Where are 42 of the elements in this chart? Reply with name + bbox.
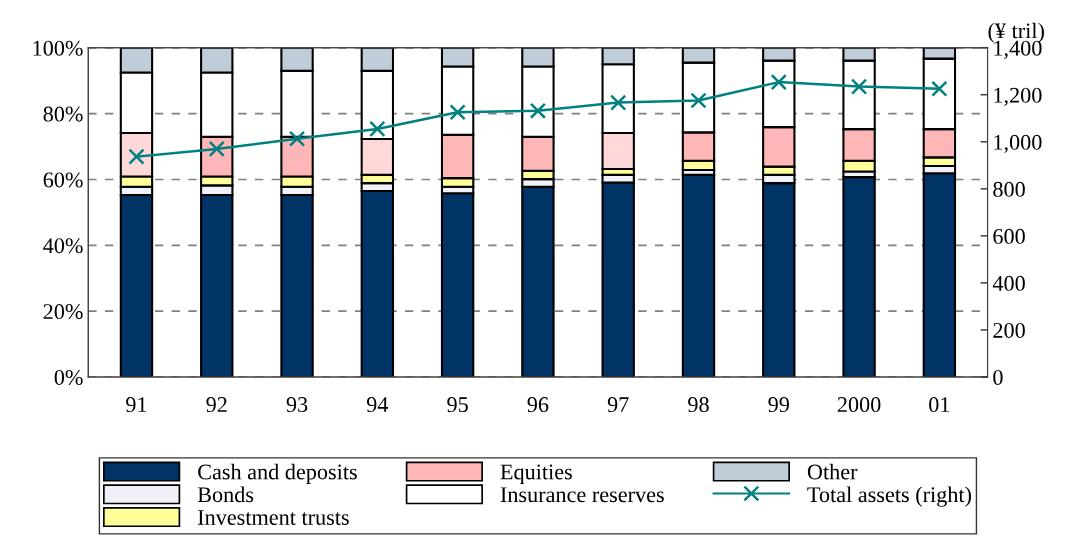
- legend-label: Other: [807, 463, 858, 480]
- point: [288, 130, 306, 147]
- point: [931, 80, 948, 97]
- point: [369, 120, 386, 138]
- x-tick-label: 97: [607, 397, 629, 413]
- legend-label: Investment trusts: [197, 510, 349, 525]
- y-tick-label: 60%: [43, 172, 83, 188]
- y-tick-label: 40%: [43, 238, 83, 254]
- y2-tick-label: 200: [993, 322, 1025, 338]
- x-tick-label: 95: [447, 397, 468, 413]
- y-tick-label: 80%: [43, 106, 83, 122]
- point: [690, 92, 707, 109]
- point: [610, 94, 627, 111]
- x-tick-label: 99: [768, 397, 789, 413]
- x-tick-label: 92: [206, 397, 227, 413]
- y2-tick-label: 800: [993, 181, 1025, 197]
- y-tick-label: 20%: [43, 304, 83, 320]
- x-tick-label: 91: [126, 397, 147, 413]
- x-tick-label: 93: [286, 397, 308, 413]
- y2-tick-label: 0: [993, 369, 1003, 385]
- y2-tick-label: 1,000: [994, 134, 1042, 153]
- y-tick-label: 0%: [54, 369, 83, 385]
- legend-label: Total assets (right): [807, 486, 972, 507]
- y2-tick-label: 1,200: [994, 87, 1042, 106]
- x-tick-label: 94: [366, 397, 389, 413]
- point: [529, 102, 547, 119]
- y2-tick-label: 400: [992, 275, 1025, 291]
- x-tick-label: 2000: [837, 397, 881, 413]
- x-tick-label: 98: [688, 397, 709, 413]
- point: [770, 73, 787, 91]
- x-tick-label: 01: [929, 397, 950, 413]
- legend-label: Cash and deposits: [198, 463, 357, 484]
- legend-label: Bonds: [197, 486, 254, 503]
- legend-label: Insurance reserves: [500, 487, 664, 503]
- y2-tick-label: 600: [993, 228, 1025, 244]
- point: [449, 104, 466, 121]
- bar: [842, 176, 876, 377]
- y-tick-label: 100%: [33, 40, 83, 56]
- bar: [440, 192, 475, 377]
- bar: [681, 173, 716, 377]
- legend-label: Equities: [500, 464, 572, 484]
- x-tick-label: 96: [527, 397, 549, 413]
